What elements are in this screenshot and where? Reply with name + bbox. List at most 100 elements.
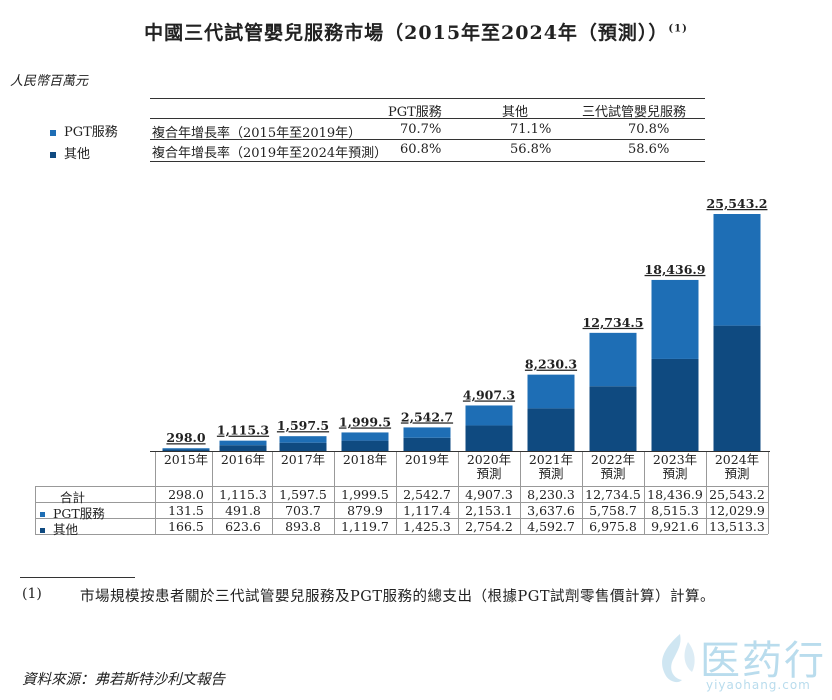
total-label-2: 1,597.5 <box>277 418 329 433</box>
year-header-0: 2015年 <box>155 452 217 467</box>
col-rule-7 <box>582 452 583 534</box>
year-header-line-9-0: 2024年 <box>714 452 760 467</box>
bar-pgt-6 <box>527 374 575 409</box>
col-rule-5 <box>458 452 459 534</box>
table-cell-0-1: 1,115.3 <box>219 487 267 502</box>
bar-others-0 <box>162 449 210 451</box>
col-rule-3 <box>334 452 335 534</box>
bar-others-5 <box>465 425 513 451</box>
table-cell-0-5: 4,907.3 <box>465 487 513 502</box>
cagr-header-rule <box>150 118 705 119</box>
total-label-7: 12,734.5 <box>583 315 644 330</box>
cagr-top-rule <box>150 98 705 99</box>
table-cell-2-5: 2,754.2 <box>465 519 513 534</box>
stacked-bar-chart: 298.0 1,115.3 1,597.5 1,999.5 2,542.7 4,907.3… <box>150 196 770 452</box>
total-label-8: 18,436.9 <box>645 262 706 277</box>
bar-others-6 <box>527 408 575 451</box>
table-cell-2-2: 893.8 <box>285 519 321 534</box>
legend-label-others: 其他 <box>64 147 91 162</box>
bar-others-1 <box>219 445 267 451</box>
source-note: 資料來源：弗若斯特沙利文報告 <box>22 672 225 688</box>
legend-item-others: 其他 <box>50 143 90 162</box>
cagr-period-2: 複合年增長率（2019年至2024年預測） <box>152 146 388 161</box>
year-header-line-6-0: 2021年 <box>528 452 574 467</box>
watermark-text-en: yiyaohang.com <box>706 678 811 692</box>
cagr-value-2-others: 56.8% <box>510 142 552 157</box>
table-cell-1-2: 703.7 <box>285 503 321 518</box>
year-header-line-3-0: 2018年 <box>342 452 388 467</box>
table-cell-2-6: 4,592.7 <box>527 519 575 534</box>
bar-pgt-8 <box>651 279 699 359</box>
year-header-line-5-1: 預測 <box>476 466 502 481</box>
unit-label: 人民幣百萬元 <box>10 74 89 89</box>
total-label-0: 298.0 <box>166 430 205 445</box>
total-label-9: 25,543.2 <box>707 196 768 211</box>
bar-pgt-1 <box>219 440 267 446</box>
row-rule-2 <box>35 518 768 519</box>
legend-swatch-others <box>50 151 56 158</box>
table-cell-2-7: 6,975.8 <box>589 519 637 534</box>
table-left-rule <box>35 486 36 534</box>
cagr-value-2-total: 58.6% <box>628 142 670 157</box>
bar-pgt-7 <box>589 332 637 387</box>
year-header-2: 2017年 <box>272 452 334 467</box>
row-swatch-2 <box>40 528 45 533</box>
bar-others-2 <box>279 442 327 451</box>
row-label-2: 其他 <box>40 519 150 538</box>
table-cell-0-9: 25,543.2 <box>709 487 765 502</box>
cagr-value-1-total: 70.8% <box>628 122 670 137</box>
year-header-line-6-1: 預測 <box>538 466 564 481</box>
watermark: 医药行 yiyaohang.com <box>652 628 827 698</box>
table-cell-2-1: 623.6 <box>225 519 261 534</box>
col-rule-8 <box>644 452 645 534</box>
table-cell-1-1: 491.8 <box>225 503 261 518</box>
bar-others-3 <box>341 440 389 451</box>
year-header-7: 2022年 預測 <box>582 452 644 481</box>
table-cell-0-7: 12,734.5 <box>585 487 641 502</box>
bar-pgt-0 <box>162 448 210 450</box>
title-footnote-marker: (1) <box>668 23 688 35</box>
col-rule-4 <box>396 452 397 534</box>
cagr-row-rule <box>150 139 705 140</box>
year-header-3: 2018年 <box>334 452 396 467</box>
table-cell-2-4: 1,425.3 <box>403 519 451 534</box>
row-label-0: 合計 <box>40 487 170 506</box>
year-header-8: 2023年 預測 <box>644 452 706 481</box>
row-label-text-1: PGT服務 <box>53 506 105 521</box>
total-label-1: 1,115.3 <box>217 423 269 438</box>
table-cell-2-9: 13,513.3 <box>709 519 765 534</box>
bar-others-7 <box>589 386 637 451</box>
year-header-line-5-0: 2020年 <box>466 452 512 467</box>
table-cell-1-0: 131.5 <box>168 503 204 518</box>
bar-pgt-3 <box>341 432 389 441</box>
col-rule-9 <box>706 452 707 534</box>
watermark-text-cn: 医药行 <box>700 638 826 684</box>
year-header-line-9-1: 預測 <box>724 466 750 481</box>
cagr-period-1: 複合年增長率（2015年至2019年） <box>152 126 362 141</box>
col-rule-0 <box>155 452 156 534</box>
year-header-9: 2024年 預測 <box>706 452 768 481</box>
row-rule-1 <box>35 502 768 503</box>
row-label-1: PGT服務 <box>40 503 150 522</box>
cagr-header-pgt: PGT服務 <box>388 105 442 120</box>
row-rule-0 <box>35 486 768 487</box>
row-swatch-1 <box>40 512 45 517</box>
year-header-line-8-1: 預測 <box>662 466 688 481</box>
total-label-5: 4,907.3 <box>463 387 515 402</box>
bar-others-9 <box>713 325 761 451</box>
footnote-number: (1) <box>22 586 42 602</box>
bar-pgt-9 <box>713 214 761 326</box>
total-label-6: 8,230.3 <box>525 357 577 372</box>
cagr-value-1-pgt: 70.7% <box>400 122 442 137</box>
footnote-text: 市場規模按患者關於三代試管嬰兒服務及PGT服務的總支出（根據PGT試劑零售價計算… <box>80 589 716 605</box>
bar-pgt-5 <box>465 405 513 426</box>
table-cell-1-4: 1,117.4 <box>403 503 451 518</box>
row-label-text-2: 其他 <box>53 522 79 537</box>
table-cell-2-8: 9,921.6 <box>651 519 699 534</box>
cagr-bottom-rule <box>150 161 705 162</box>
bar-pgt-4 <box>403 427 451 438</box>
legend-label-pgt: PGT服務 <box>64 125 118 140</box>
col-rule-2 <box>272 452 273 534</box>
table-cell-1-8: 8,515.3 <box>651 503 699 518</box>
cagr-header-total: 三代試管嬰兒服務 <box>582 105 687 120</box>
